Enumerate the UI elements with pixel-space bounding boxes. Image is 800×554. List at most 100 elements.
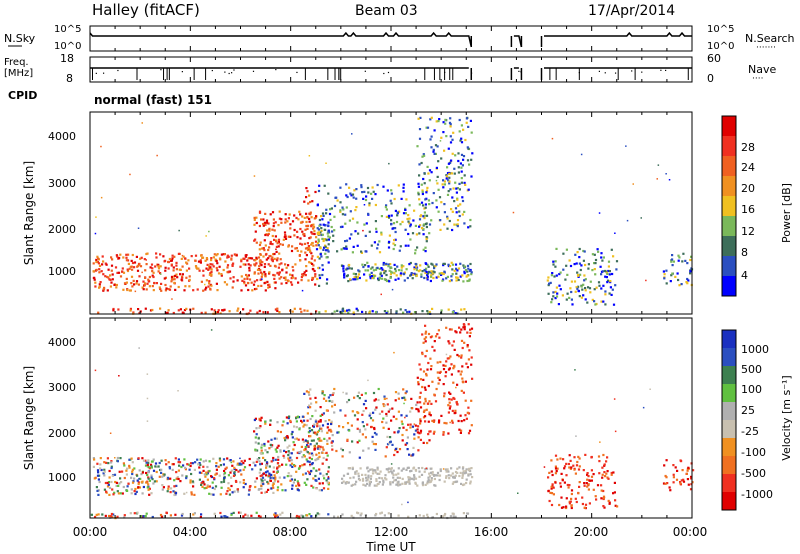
scatter-cell [438,272,441,275]
scatter-cell [255,216,258,219]
colorbar-swatch [722,216,736,237]
scatter-cell [196,288,199,291]
scatter-cell [378,240,381,243]
scatter-cell [389,263,392,266]
scatter-cell [292,276,295,279]
scatter-cell [421,270,424,273]
power-ylabel: Slant Range [km] [22,161,36,265]
scatter-cell [439,219,442,222]
scatter-cell [436,333,439,336]
scatter-cell [276,257,279,260]
scatter-cell [299,221,303,224]
scatter-cell [248,266,251,270]
scatter-cell [385,468,388,471]
scatter-cell [452,367,455,370]
scatter-cell [300,514,303,517]
scatter-cell [601,476,604,479]
scatter-cell [422,248,425,251]
scatter-cell [586,472,589,475]
station-title: Halley (fitACF) [92,1,200,19]
scatter-cell [109,285,112,288]
scatter-cell [283,231,287,234]
scatter-cell [122,256,125,259]
scatter-cell [169,285,172,288]
x-tick-1600: 16:00 [474,525,509,539]
nave-dot [387,71,390,74]
scatter-cell [365,407,368,410]
scatter-cell [394,449,397,452]
scatter-cell [547,292,550,295]
scatter-cell [273,437,276,440]
scatter-cell [394,278,397,281]
scatter-cell [147,461,150,464]
scatter-cell [145,461,148,464]
scatter-cell [458,130,461,133]
scatter-cell [435,179,438,182]
scatter-cell [125,259,128,262]
scatter-cell [320,215,323,218]
scatter-cell [381,420,384,424]
scatter-cell [341,477,344,480]
scatter-cell [268,272,271,275]
scatter-cell [303,271,306,274]
scatter-cell [165,311,168,315]
scatter-cell [116,515,119,518]
scatter-cell [408,222,411,225]
scatter-cell [252,461,255,464]
scatter-cell [357,411,360,415]
scatter-cell [212,457,215,460]
scatter-cell [689,258,692,262]
scatter-cell [276,489,279,492]
scatter-cell [317,244,320,247]
scatter-cell [460,141,464,144]
scatter-cell [422,410,426,413]
scatter-cell [160,471,163,474]
scatter-cell [131,268,134,271]
scatter-cell [297,438,300,441]
nave-dot [233,69,235,71]
scatter-cell [448,398,451,401]
scatter-cell [424,400,427,403]
scatter-cell [364,473,367,476]
scatter-cell [129,173,131,176]
scatter-cell [609,286,612,289]
scatter-cell [451,344,454,347]
scatter-cell [308,472,311,476]
scatter-cell [102,289,105,292]
scatter-cell [102,288,106,291]
x-axis-label: Time UT [365,540,416,554]
scatter-cell [406,480,409,484]
scatter-cell [371,419,375,422]
scatter-cell [378,412,381,415]
scatter-cell [314,432,317,435]
scatter-cell [388,280,391,283]
scatter-cell [274,235,277,238]
scatter-cell [232,262,235,265]
scatter-cell [278,476,281,479]
scatter-cell [457,370,460,373]
scatter-cell [408,476,411,479]
scatter-cell [395,310,398,313]
scatter-cell [447,308,450,311]
scatter-cell [466,264,470,267]
scatter-cell [682,252,685,255]
scatter-cell [401,433,404,437]
scatter-cell [244,263,247,266]
scatter-cell [290,249,294,253]
scatter-cell [343,274,346,277]
scatter-cell [155,480,158,483]
scatter-cell [676,272,679,275]
scatter-cell [380,274,383,277]
scatter-cell [267,488,270,491]
scatter-cell [305,212,308,215]
scatter-cell [197,267,200,270]
scatter-cell [258,243,262,247]
x-tick-1200: 12:00 [374,525,409,539]
scatter-cell [408,204,411,207]
scatter-cell [306,215,309,219]
scatter-cell [310,252,313,255]
scatter-cell [428,400,431,403]
scatter-cell [265,466,268,469]
scatter-cell [573,263,576,266]
scatter-cell [391,443,394,446]
